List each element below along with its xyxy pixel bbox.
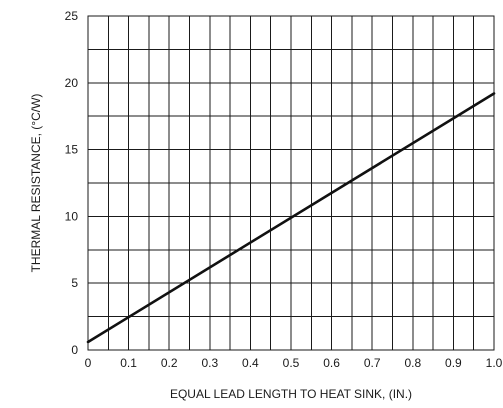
x-axis-label: EQUAL LEAD LENGTH TO HEAT SINK, (IN.) xyxy=(170,387,412,401)
y-tick-label: 25 xyxy=(65,9,79,23)
x-tick-label: 0.2 xyxy=(161,356,178,370)
x-tick-labels: 0 0.1 0.2 0.3 0.4 0.5 0.6 0.7 0.8 0.9 1.0 xyxy=(85,356,503,370)
x-tick-label: 1.0 xyxy=(486,356,503,370)
series-layer xyxy=(86,92,496,344)
y-axis-label: THERMAL RESISTANCE, (°C/W) xyxy=(29,94,43,273)
x-tick-label: 0.4 xyxy=(242,356,259,370)
x-tick-label: 0.5 xyxy=(283,356,300,370)
y-tick-label: 20 xyxy=(65,76,79,90)
x-tick-label: 0.7 xyxy=(364,356,381,370)
y-tick-label: 10 xyxy=(65,209,79,223)
series-line xyxy=(86,92,496,344)
y-tick-label: 5 xyxy=(71,276,78,290)
x-tick-label: 0.3 xyxy=(201,356,218,370)
x-tick-label: 0.9 xyxy=(445,356,462,370)
plot-frame xyxy=(87,15,495,351)
grid xyxy=(88,16,494,350)
y-tick-labels: 0 5 10 15 20 25 xyxy=(65,9,79,357)
x-tick-label: 0 xyxy=(85,356,92,370)
x-tick-label: 0.8 xyxy=(404,356,421,370)
y-tick-label: 15 xyxy=(65,143,79,157)
x-tick-label: 0.1 xyxy=(120,356,137,370)
x-tick-label: 0.6 xyxy=(323,356,340,370)
y-tick-label: 0 xyxy=(71,343,78,357)
